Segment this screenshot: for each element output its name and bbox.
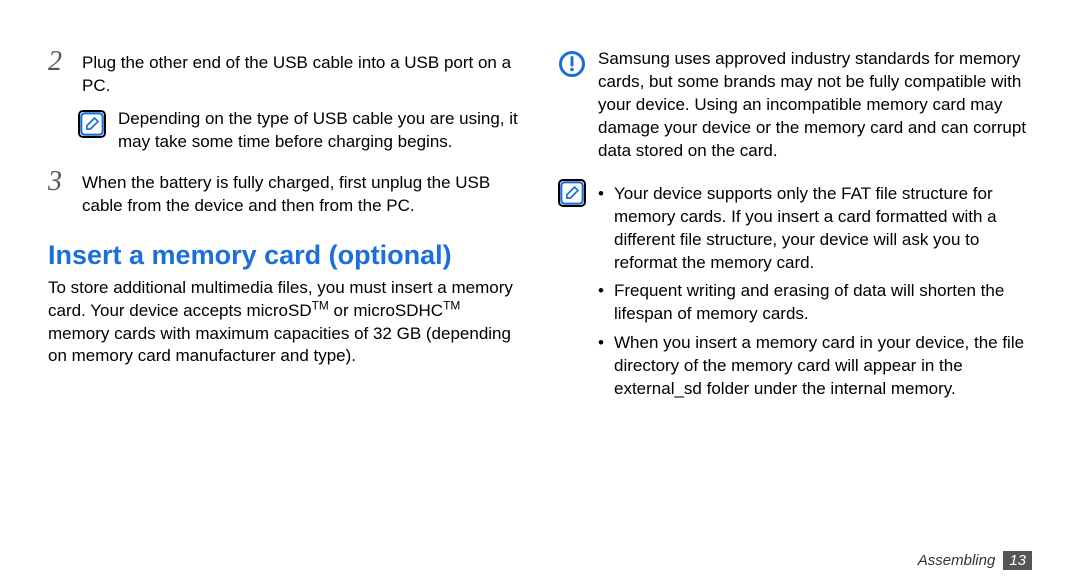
info-bullets-container: Your device supports only the FAT file s… [598,177,1032,407]
pencil-note-icon [558,179,586,207]
step-2-number: 2 [48,48,70,98]
left-column: 2 Plug the other end of the USB cable in… [48,48,522,421]
page-footer: Assembling 13 [918,551,1032,570]
bullet-fat: Your device supports only the FAT file s… [598,183,1032,275]
page: 2 Plug the other end of the USB cable in… [0,0,1080,421]
para-mid: or microSDHC [329,301,443,320]
note-usb: Depending on the type of USB cable you a… [78,108,522,154]
step-2: 2 Plug the other end of the USB cable in… [48,48,522,98]
step-3-number: 3 [48,168,70,218]
warning-note: Samsung uses approved industry standards… [558,48,1032,163]
note-usb-text: Depending on the type of USB cable you a… [118,108,522,154]
info-note: Your device supports only the FAT file s… [558,177,1032,407]
step-3: 3 When the battery is fully charged, fir… [48,168,522,218]
step-2-text: Plug the other end of the USB cable into… [82,48,522,98]
footer-section: Assembling [918,552,996,569]
right-column: Samsung uses approved industry standards… [558,48,1032,421]
tm2: TM [443,298,460,312]
bullet-external-sd: When you insert a memory card in your de… [598,332,1032,401]
pencil-note-icon [78,110,106,138]
step-3-text: When the battery is fully charged, first… [82,168,522,218]
intro-paragraph: To store additional multimedia files, yo… [48,277,522,369]
para-suffix: memory cards with maximum capacities of … [48,324,511,366]
tm1: TM [312,298,329,312]
warning-icon [558,50,586,78]
section-heading: Insert a memory card (optional) [48,240,522,271]
bullet-lifespan: Frequent writing and erasing of data wil… [598,280,1032,326]
info-bullets: Your device supports only the FAT file s… [598,183,1032,401]
warning-text: Samsung uses approved industry standards… [598,48,1032,163]
footer-page-number: 13 [1003,551,1032,570]
